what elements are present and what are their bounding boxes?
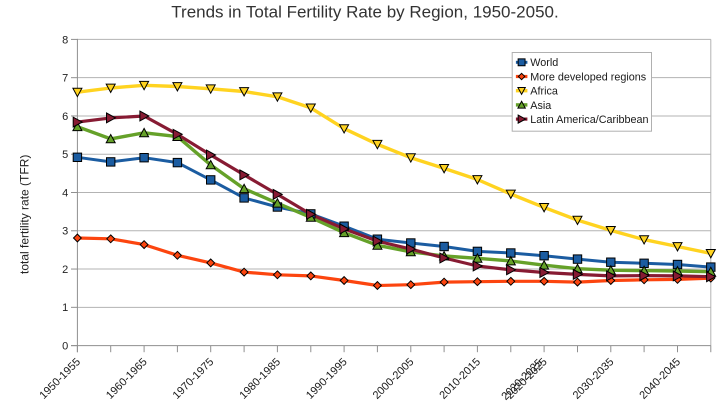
svg-text:Latin America/Caribbean: Latin America/Caribbean [530,114,648,126]
svg-text:0: 0 [62,341,68,353]
svg-text:5: 5 [62,149,68,161]
svg-text:World: World [530,57,558,69]
svg-text:More developed regions: More developed regions [530,71,646,83]
svg-text:8: 8 [62,34,68,46]
svg-text:7: 7 [62,73,68,85]
svg-text:1: 1 [62,302,68,314]
svg-text:total fertility rate (TFR): total fertility rate (TFR) [18,155,32,274]
svg-text:4: 4 [62,187,68,199]
svg-text:3: 3 [62,226,68,238]
svg-text:6: 6 [62,111,68,123]
svg-text:Asia: Asia [530,100,551,112]
svg-text:Trends in Total Fertility Rate: Trends in Total Fertility Rate by Region… [171,2,558,21]
svg-text:2: 2 [62,264,68,276]
svg-text:Africa: Africa [530,86,558,98]
